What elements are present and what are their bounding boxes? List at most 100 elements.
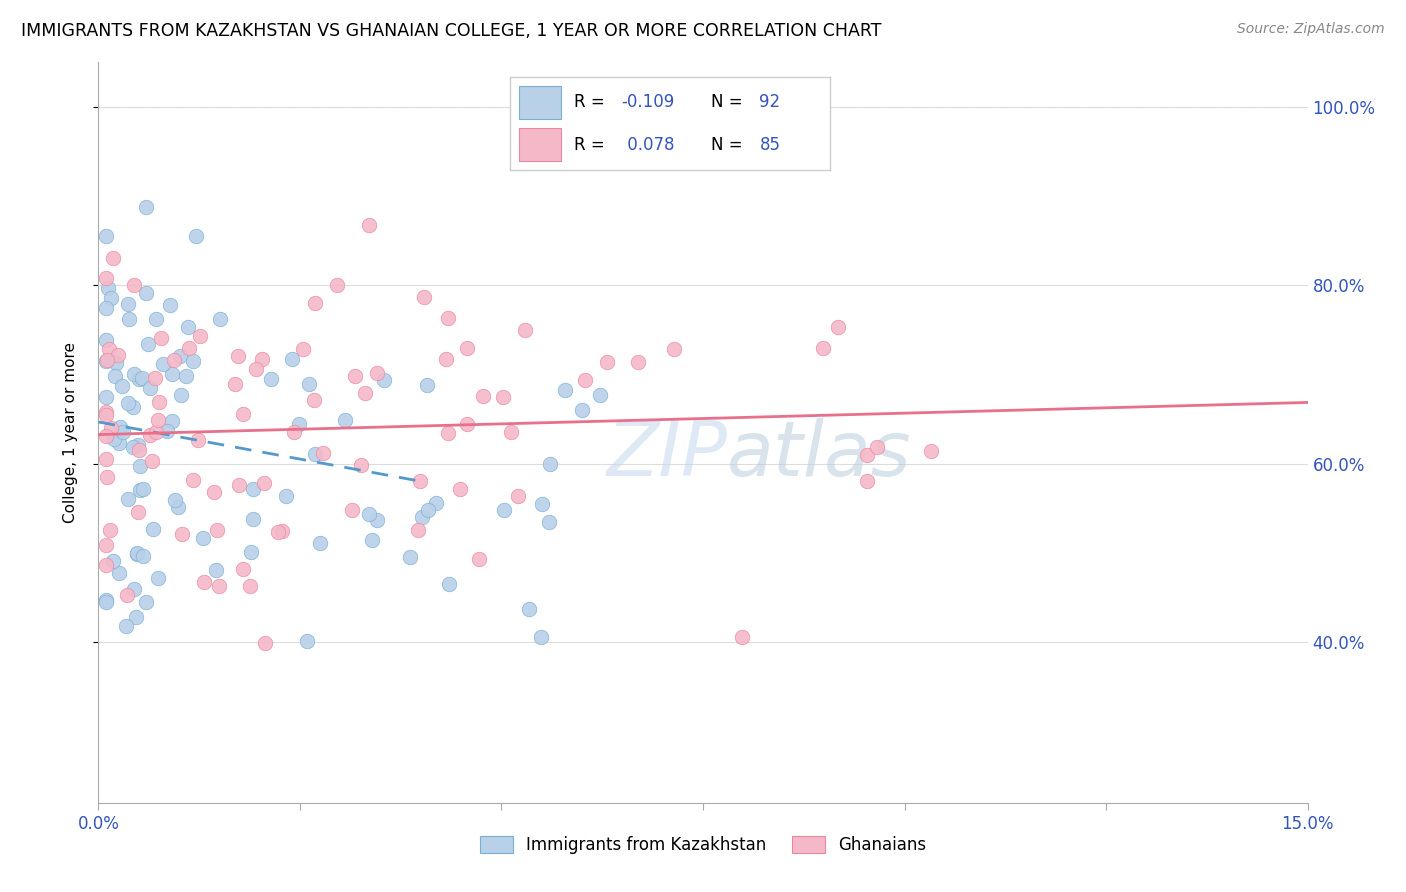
Point [146,571,169,585]
Point [162,367,184,381]
Text: IMMIGRANTS FROM KAZAKHSTAN VS GHANAIAN COLLEGE, 1 YEAR OR MORE CORRELATION CHART: IMMIGRANTS FROM KAZAKHSTAN VS GHANAIAN C… [21,22,882,40]
Point [96,408,118,422]
Point [129,459,152,474]
Point [226,349,249,363]
Point [115,588,138,602]
Point [96,429,118,443]
Point [298,377,321,392]
Text: ZIP: ZIP [606,417,727,491]
Point [96,353,118,368]
Point [167,500,190,514]
Point [141,454,163,468]
Point [97,343,120,357]
Point [357,507,380,521]
Point [181,353,204,368]
Point [354,385,377,400]
Point [589,388,612,402]
Point [127,546,149,560]
Point [149,330,172,344]
Point [145,425,167,439]
Point [127,438,149,452]
Point [135,595,157,609]
Point [208,579,231,593]
Point [97,281,120,295]
Point [436,310,458,325]
Point [411,509,433,524]
Point [538,457,561,471]
Point [107,435,129,450]
Point [143,371,166,385]
Point [204,485,226,500]
Point [456,417,478,431]
Point [96,301,118,315]
Point [468,552,491,566]
Point [554,383,576,397]
Point [253,476,276,491]
Y-axis label: College, 1 year or more: College, 1 year or more [63,343,77,523]
Point [179,342,201,356]
Point [456,342,478,356]
Point [96,538,118,552]
Point [181,473,204,487]
Point [595,355,617,369]
Point [270,524,292,539]
Point [98,523,121,537]
Point [193,532,215,546]
Point [165,492,187,507]
Point [103,433,125,447]
Point [472,388,495,402]
Point [425,496,447,510]
Point [96,470,118,484]
Point [160,414,183,428]
Point [117,491,139,506]
Point [333,413,356,427]
Point [148,413,170,427]
Point [574,373,596,387]
Point [627,354,650,368]
Point [344,369,367,384]
Point [228,478,250,492]
Point [159,298,181,312]
Point [232,407,254,421]
Point [731,630,754,644]
Point [288,417,311,431]
Point [122,278,145,293]
Point [920,444,942,458]
Point [110,420,132,434]
Point [131,371,153,385]
Point [449,482,471,496]
Point [174,369,197,384]
Point [117,297,139,311]
Point [245,361,267,376]
Legend: Immigrants from Kazakhstan, Ghanaians: Immigrants from Kazakhstan, Ghanaians [472,830,934,861]
Point [96,592,118,607]
Point [312,446,335,460]
Point [100,291,122,305]
Point [96,595,118,609]
Point [163,352,186,367]
Point [360,533,382,548]
Point [100,420,122,434]
Point [260,372,283,386]
Point [209,311,232,326]
Point [266,524,288,539]
Point [145,312,167,326]
Point [124,609,146,624]
Point [205,523,228,537]
Point [254,636,277,650]
Point [148,395,170,409]
Point [118,312,141,326]
Point [866,440,889,454]
Point [366,513,388,527]
Point [304,296,326,310]
Point [135,200,157,214]
Point [232,562,254,576]
Point [326,277,349,292]
Point [169,349,191,363]
Point [492,390,515,404]
Point [111,425,134,439]
Point [122,440,145,454]
Point [111,379,134,393]
Point [128,483,150,497]
Point [295,634,318,648]
